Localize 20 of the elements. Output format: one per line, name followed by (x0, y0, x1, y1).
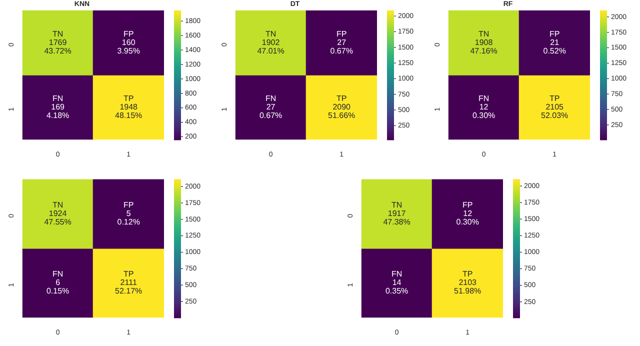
data-label: TP 2111 52.17% (115, 270, 142, 296)
data-label: TP 1948 48.15% (115, 94, 142, 120)
data-label: TN 1902 47.01% (257, 29, 284, 56)
data-label: FP 160 3.95% (117, 29, 140, 56)
data-label: FN 27 0.67% (259, 94, 282, 120)
data-label: FP 27 0.67% (330, 29, 353, 56)
data-label: FN 14 0.35% (385, 270, 408, 296)
data-label: TP 2105 52.03% (541, 94, 568, 120)
data-label: TP 2090 51.66% (328, 94, 356, 120)
data-label: TN 1924 47.55% (44, 200, 72, 227)
data-label: TN 1769 43.72% (44, 29, 72, 56)
data-label: FP 21 0.52% (543, 29, 566, 56)
data-label: TP 2103 51.98% (454, 270, 482, 296)
data-label: FP 5 0.12% (117, 200, 140, 227)
data-label: TN 1908 47.16% (470, 29, 498, 56)
data-label: FN 169 4.18% (46, 94, 70, 120)
data-label: FN 12 0.30% (472, 94, 496, 120)
data-label: FP 12 0.30% (456, 200, 479, 227)
data-label: FN 6 0.15% (46, 270, 70, 296)
data-label: TN 1917 47.38% (383, 200, 410, 227)
